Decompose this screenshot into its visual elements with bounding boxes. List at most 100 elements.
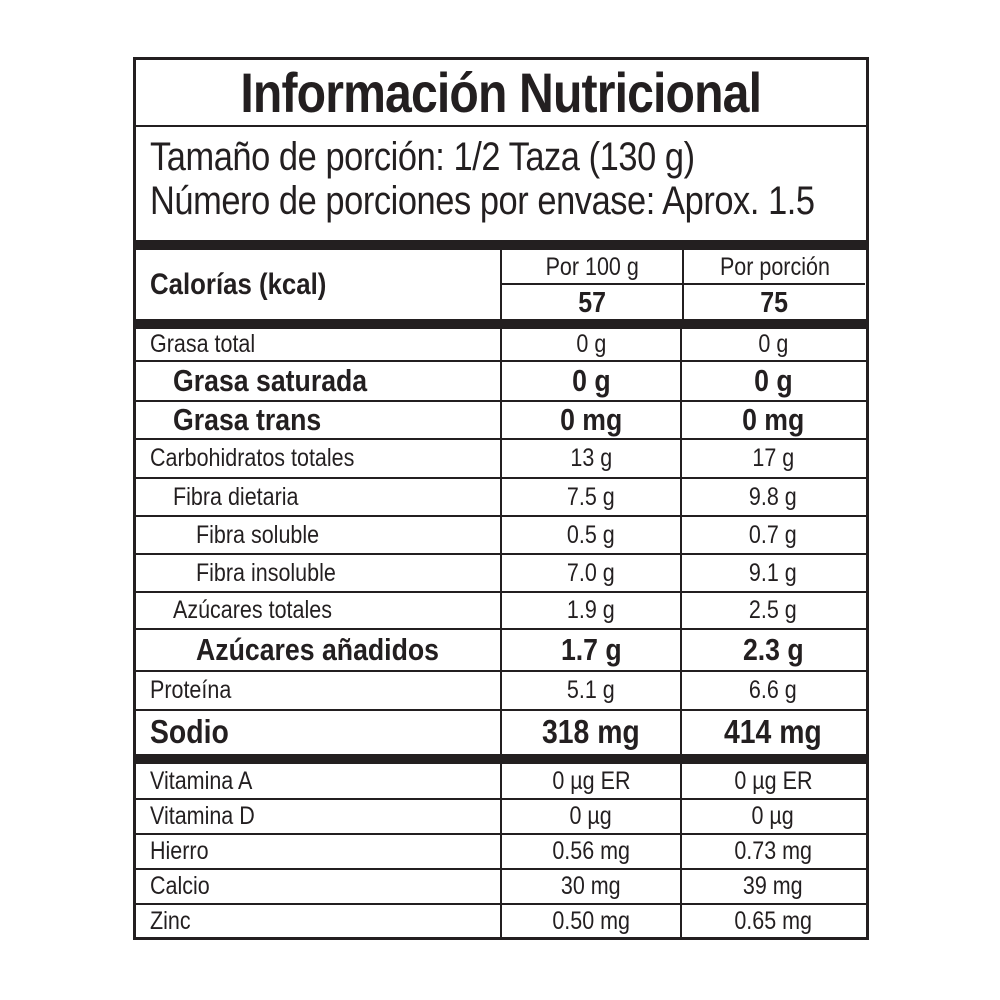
value-per-serving-text: 2.5 g <box>749 596 797 624</box>
per-serving-column: Por porción 75 <box>682 250 865 319</box>
value-per-100g-text: 13 g <box>570 444 612 472</box>
value-per-serving: 17 g <box>682 440 864 477</box>
nutrient-name-text: Proteína <box>150 676 232 704</box>
value-per-serving: 0 mg <box>682 402 864 438</box>
value-per-serving: 0 µg ER <box>682 764 864 798</box>
value-per-serving-text: 0 µg ER <box>733 767 813 795</box>
nutrient-name: Grasa trans <box>136 402 502 438</box>
value-per-100g-text: 0 µg ER <box>551 767 631 795</box>
label-title: Información Nutricional <box>136 60 866 127</box>
nutrient-name: Grasa saturada <box>136 362 502 400</box>
per-100g-header-text: Por 100 g <box>545 253 639 281</box>
value-per-100g: 0 g <box>502 362 682 400</box>
value-per-100g-text: 318 mg <box>542 713 640 750</box>
nutrient-row: Grasa trans 0 mg 0 mg <box>136 402 866 440</box>
value-per-serving-text: 39 mg <box>743 872 803 900</box>
per-serving-header: Por porción <box>684 250 865 285</box>
value-per-100g-text: 1.7 g <box>560 632 622 667</box>
value-per-100g: 0 µg <box>502 800 682 833</box>
nutrient-row: Fibra insoluble 7.0 g 9.1 g <box>136 555 866 593</box>
divider-thick <box>136 240 866 250</box>
value-per-100g: 13 g <box>502 440 682 477</box>
micronutrients-table: Vitamina A 0 µg ER 0 µg ER Vitamina D 0 µg 0 … <box>136 764 866 939</box>
value-per-100g: 1.9 g <box>502 593 682 628</box>
value-per-serving-text: 0.73 mg <box>734 837 812 865</box>
value-per-serving-text: 0.65 mg <box>734 907 812 935</box>
value-per-100g-text: 7.0 g <box>567 559 615 587</box>
calories-per-serving: 75 <box>684 285 865 319</box>
nutrient-name-text: Carbohidratos totales <box>150 444 355 472</box>
nutrient-row: Hierro 0.56 mg 0.73 mg <box>136 835 866 870</box>
value-per-100g: 1.7 g <box>502 630 682 670</box>
value-per-serving-text: 2.3 g <box>742 632 804 667</box>
calories-label: Calorías (kcal) <box>136 250 502 319</box>
nutrient-row: Azúcares totales 1.9 g 2.5 g <box>136 593 866 630</box>
value-per-serving: 2.3 g <box>682 630 864 670</box>
value-per-100g: 0 µg ER <box>502 764 682 798</box>
value-per-serving-text: 0 g <box>753 363 793 398</box>
nutrient-name: Grasa total <box>136 329 502 360</box>
value-per-100g: 0.56 mg <box>502 835 682 868</box>
nutrient-row: Zinc 0.50 mg 0.65 mg <box>136 905 866 939</box>
value-per-serving: 9.8 g <box>682 479 864 515</box>
per-serving-header-text: Por porción <box>719 253 830 281</box>
nutrient-name-text: Fibra insoluble <box>196 559 336 587</box>
nutrient-name: Hierro <box>136 835 502 868</box>
value-per-100g-text: 0.56 mg <box>552 837 630 865</box>
nutrient-name: Sodio <box>136 711 502 754</box>
value-per-100g: 5.1 g <box>502 672 682 709</box>
nutrient-name: Azúcares totales <box>136 593 502 628</box>
value-per-serving: 39 mg <box>682 870 864 903</box>
value-per-serving: 0 µg <box>682 800 864 833</box>
value-per-100g-text: 30 mg <box>561 872 621 900</box>
nutrient-name-text: Hierro <box>150 837 209 865</box>
nutrient-name-text: Vitamina A <box>150 767 253 795</box>
calories-label-text: Calorías (kcal) <box>150 268 327 301</box>
nutrient-name-text: Grasa trans <box>173 402 322 437</box>
value-per-100g-text: 0 g <box>576 330 606 358</box>
nutrient-name: Azúcares añadidos <box>136 630 502 670</box>
value-per-100g-text: 5.1 g <box>567 676 615 704</box>
value-per-100g: 7.0 g <box>502 555 682 591</box>
nutrient-row: Grasa saturada 0 g 0 g <box>136 362 866 402</box>
value-per-serving-text: 414 mg <box>724 713 822 750</box>
nutrient-name-text: Grasa total <box>150 330 256 358</box>
nutrient-name-text: Azúcares añadidos <box>196 632 439 667</box>
value-per-100g-text: 0 µg <box>569 802 613 830</box>
value-per-100g-text: 0.5 g <box>567 521 615 549</box>
value-per-100g: 0.5 g <box>502 517 682 553</box>
value-per-100g-text: 1.9 g <box>567 596 615 624</box>
value-per-serving: 0 g <box>682 362 864 400</box>
value-per-100g: 0.50 mg <box>502 905 682 939</box>
nutrient-row: Sodio 318 mg 414 mg <box>136 711 866 754</box>
value-per-100g-text: 7.5 g <box>567 483 615 511</box>
nutrient-row: Fibra soluble 0.5 g 0.7 g <box>136 517 866 555</box>
nutrient-name: Fibra dietaria <box>136 479 502 515</box>
nutrient-name-text: Zinc <box>150 907 191 935</box>
value-per-100g-text: 0.50 mg <box>552 907 630 935</box>
value-per-100g-text: 0 g <box>571 363 611 398</box>
nutrient-row: Grasa total 0 g 0 g <box>136 329 866 362</box>
value-per-serving: 0.73 mg <box>682 835 864 868</box>
value-per-100g: 318 mg <box>502 711 682 754</box>
divider-thick <box>136 319 866 329</box>
nutrient-name: Proteína <box>136 672 502 709</box>
calories-section: Calorías (kcal) Por 100 g 57 Por porción… <box>136 250 866 319</box>
nutrient-row: Vitamina D 0 µg 0 µg <box>136 800 866 835</box>
serving-size: Tamaño de porción: 1/2 Taza (130 g) <box>150 135 695 179</box>
value-per-100g: 30 mg <box>502 870 682 903</box>
value-per-serving: 9.1 g <box>682 555 864 591</box>
nutrient-name: Fibra soluble <box>136 517 502 553</box>
value-per-serving-text: 17 g <box>752 444 794 472</box>
per-100g-header: Por 100 g <box>502 250 682 285</box>
nutrient-row: Carbohidratos totales 13 g 17 g <box>136 440 866 479</box>
nutrient-name-text: Calcio <box>150 872 210 900</box>
nutrient-name-text: Fibra soluble <box>196 521 320 549</box>
value-per-serving-text: 0 g <box>758 330 788 358</box>
calories-per-100g-text: 57 <box>578 287 606 319</box>
value-per-100g-text: 0 mg <box>559 402 623 437</box>
nutrient-row: Fibra dietaria 7.5 g 9.8 g <box>136 479 866 517</box>
value-per-serving: 0.7 g <box>682 517 864 553</box>
nutrient-name: Zinc <box>136 905 502 939</box>
